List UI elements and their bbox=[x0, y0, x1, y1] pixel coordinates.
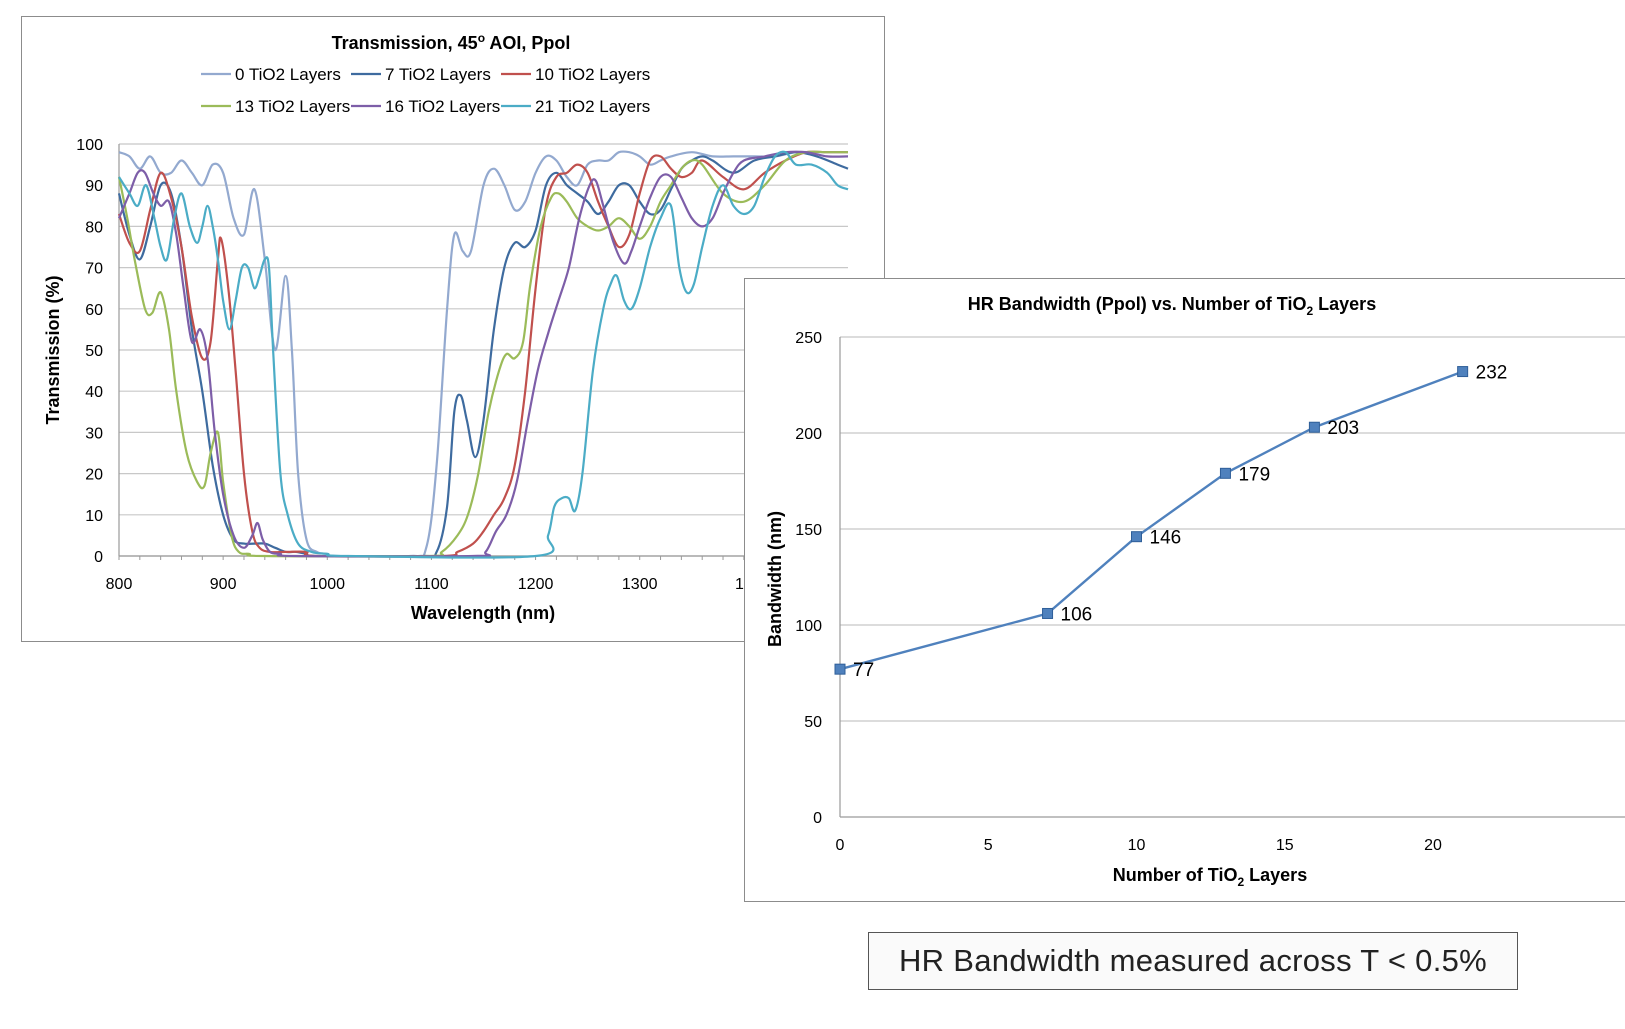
transmission-y-tick-label: 60 bbox=[85, 302, 103, 319]
bandwidth-data-point bbox=[834, 663, 846, 675]
transmission-y-tick-label: 40 bbox=[85, 384, 103, 401]
bandwidth-data-point bbox=[1042, 607, 1054, 619]
bandwidth-data-label: 203 bbox=[1327, 418, 1359, 439]
transmission-y-tick-label: 100 bbox=[76, 137, 103, 154]
bandwidth-data-label: 232 bbox=[1476, 363, 1508, 384]
bandwidth-chart: 0 50 100 150 200 250 0 5 10 15 20 77 106 146 179 203 232… bbox=[765, 294, 1625, 889]
transmission-x-tick-label: 1300 bbox=[622, 576, 658, 593]
bandwidth-chart-panel: 0 50 100 150 200 250 0 5 10 15 20 77 106 146 179 203 232… bbox=[744, 278, 1625, 902]
transmission-x-tick-label: 1100 bbox=[414, 576, 449, 593]
transmission-x-tick-label: 900 bbox=[210, 576, 237, 593]
bandwidth-series-line bbox=[839, 370, 1464, 671]
transmission-x-tick-label: 800 bbox=[106, 576, 133, 593]
bandwidth-data-label: 179 bbox=[1238, 464, 1270, 485]
legend-label: 21 TiO2 Layers bbox=[535, 97, 650, 116]
transmission-series-line bbox=[117, 150, 848, 558]
transmission-y-tick-label: 10 bbox=[85, 508, 103, 525]
bandwidth-data-point bbox=[1457, 366, 1469, 378]
transmission-y-tick-label: 70 bbox=[85, 261, 103, 278]
bandwidth-x-tick-label: 15 bbox=[1276, 837, 1294, 854]
transmission-y-tick-label: 80 bbox=[85, 219, 103, 236]
bandwidth-y-tick-label: 200 bbox=[795, 426, 822, 443]
legend-label: 10 TiO2 Layers bbox=[535, 65, 650, 84]
legend-label: 0 TiO2 Layers bbox=[235, 65, 341, 84]
bandwidth-x-axis-title: Number of TiO2 Layers bbox=[1113, 865, 1307, 889]
bandwidth-y-tick-label: 150 bbox=[795, 522, 822, 539]
legend-label: 7 TiO2 Layers bbox=[385, 65, 491, 84]
legend-label: 13 TiO2 Layers bbox=[235, 97, 350, 116]
bandwidth-data-point bbox=[1131, 531, 1142, 543]
transmission-y-tick-label: 30 bbox=[85, 425, 103, 442]
note-box: HR Bandwidth measured across T < 0.5% bbox=[868, 932, 1518, 990]
transmission-series-line bbox=[117, 150, 849, 558]
transmission-y-tick-label: 90 bbox=[85, 178, 103, 195]
bandwidth-y-axis-title: Bandwidth (nm) bbox=[765, 511, 785, 647]
transmission-series-line bbox=[117, 150, 848, 558]
bandwidth-y-tick-label: 0 bbox=[813, 810, 822, 827]
transmission-series-line bbox=[118, 150, 848, 559]
transmission-chart-panel: 0 10 20 30 40 50 60 70 80 90 100 800 900 1000 1100 1200… bbox=[21, 16, 885, 642]
bandwidth-x-tick-label: 5 bbox=[984, 837, 993, 854]
transmission-series-line bbox=[118, 150, 849, 559]
transmission-y-tick-label: 50 bbox=[85, 343, 103, 360]
transmission-x-tick-label: 1200 bbox=[518, 576, 554, 593]
legend-label: 16 TiO2 Layers bbox=[385, 97, 500, 116]
bandwidth-gridlines bbox=[840, 336, 1625, 722]
transmission-legend: 0 TiO2 Layers 7 TiO2 Layers 10 TiO2 Layers… bbox=[201, 65, 650, 116]
note-text: HR Bandwidth measured across T < 0.5% bbox=[898, 943, 1488, 978]
transmission-series-group bbox=[117, 150, 849, 559]
bandwidth-y-tick-label: 250 bbox=[795, 330, 822, 347]
bandwidth-chart-title: HR Bandwidth (Ppol) vs. Number of TiO2 L… bbox=[968, 294, 1376, 318]
transmission-y-tick-label: 0 bbox=[94, 549, 103, 566]
bandwidth-x-tick-label: 10 bbox=[1128, 837, 1146, 854]
transmission-x-axis-title: Wavelength (nm) bbox=[411, 603, 555, 623]
bandwidth-data-label: 106 bbox=[1061, 604, 1093, 625]
transmission-chart-title: Transmission, 45o AOI, Ppol bbox=[332, 31, 571, 53]
bandwidth-data-label: 77 bbox=[853, 660, 874, 681]
bandwidth-data-point bbox=[1308, 421, 1320, 433]
bandwidth-x-tick-label: 20 bbox=[1424, 837, 1442, 854]
transmission-x-tick-label: 1000 bbox=[309, 576, 345, 593]
bandwidth-y-tick-label: 50 bbox=[804, 714, 822, 731]
transmission-y-tick-label: 20 bbox=[85, 467, 103, 484]
transmission-chart: 0 10 20 30 40 50 60 70 80 90 100 800 900 1000 1100 1200… bbox=[43, 31, 849, 623]
transmission-y-axis-title: Transmission (%) bbox=[43, 275, 63, 424]
transmission-gridlines bbox=[119, 143, 848, 557]
bandwidth-data-point bbox=[1219, 467, 1231, 479]
bandwidth-y-tick-label: 100 bbox=[795, 618, 822, 635]
bandwidth-data-label: 146 bbox=[1150, 528, 1182, 549]
bandwidth-x-tick-label: 0 bbox=[836, 837, 845, 854]
